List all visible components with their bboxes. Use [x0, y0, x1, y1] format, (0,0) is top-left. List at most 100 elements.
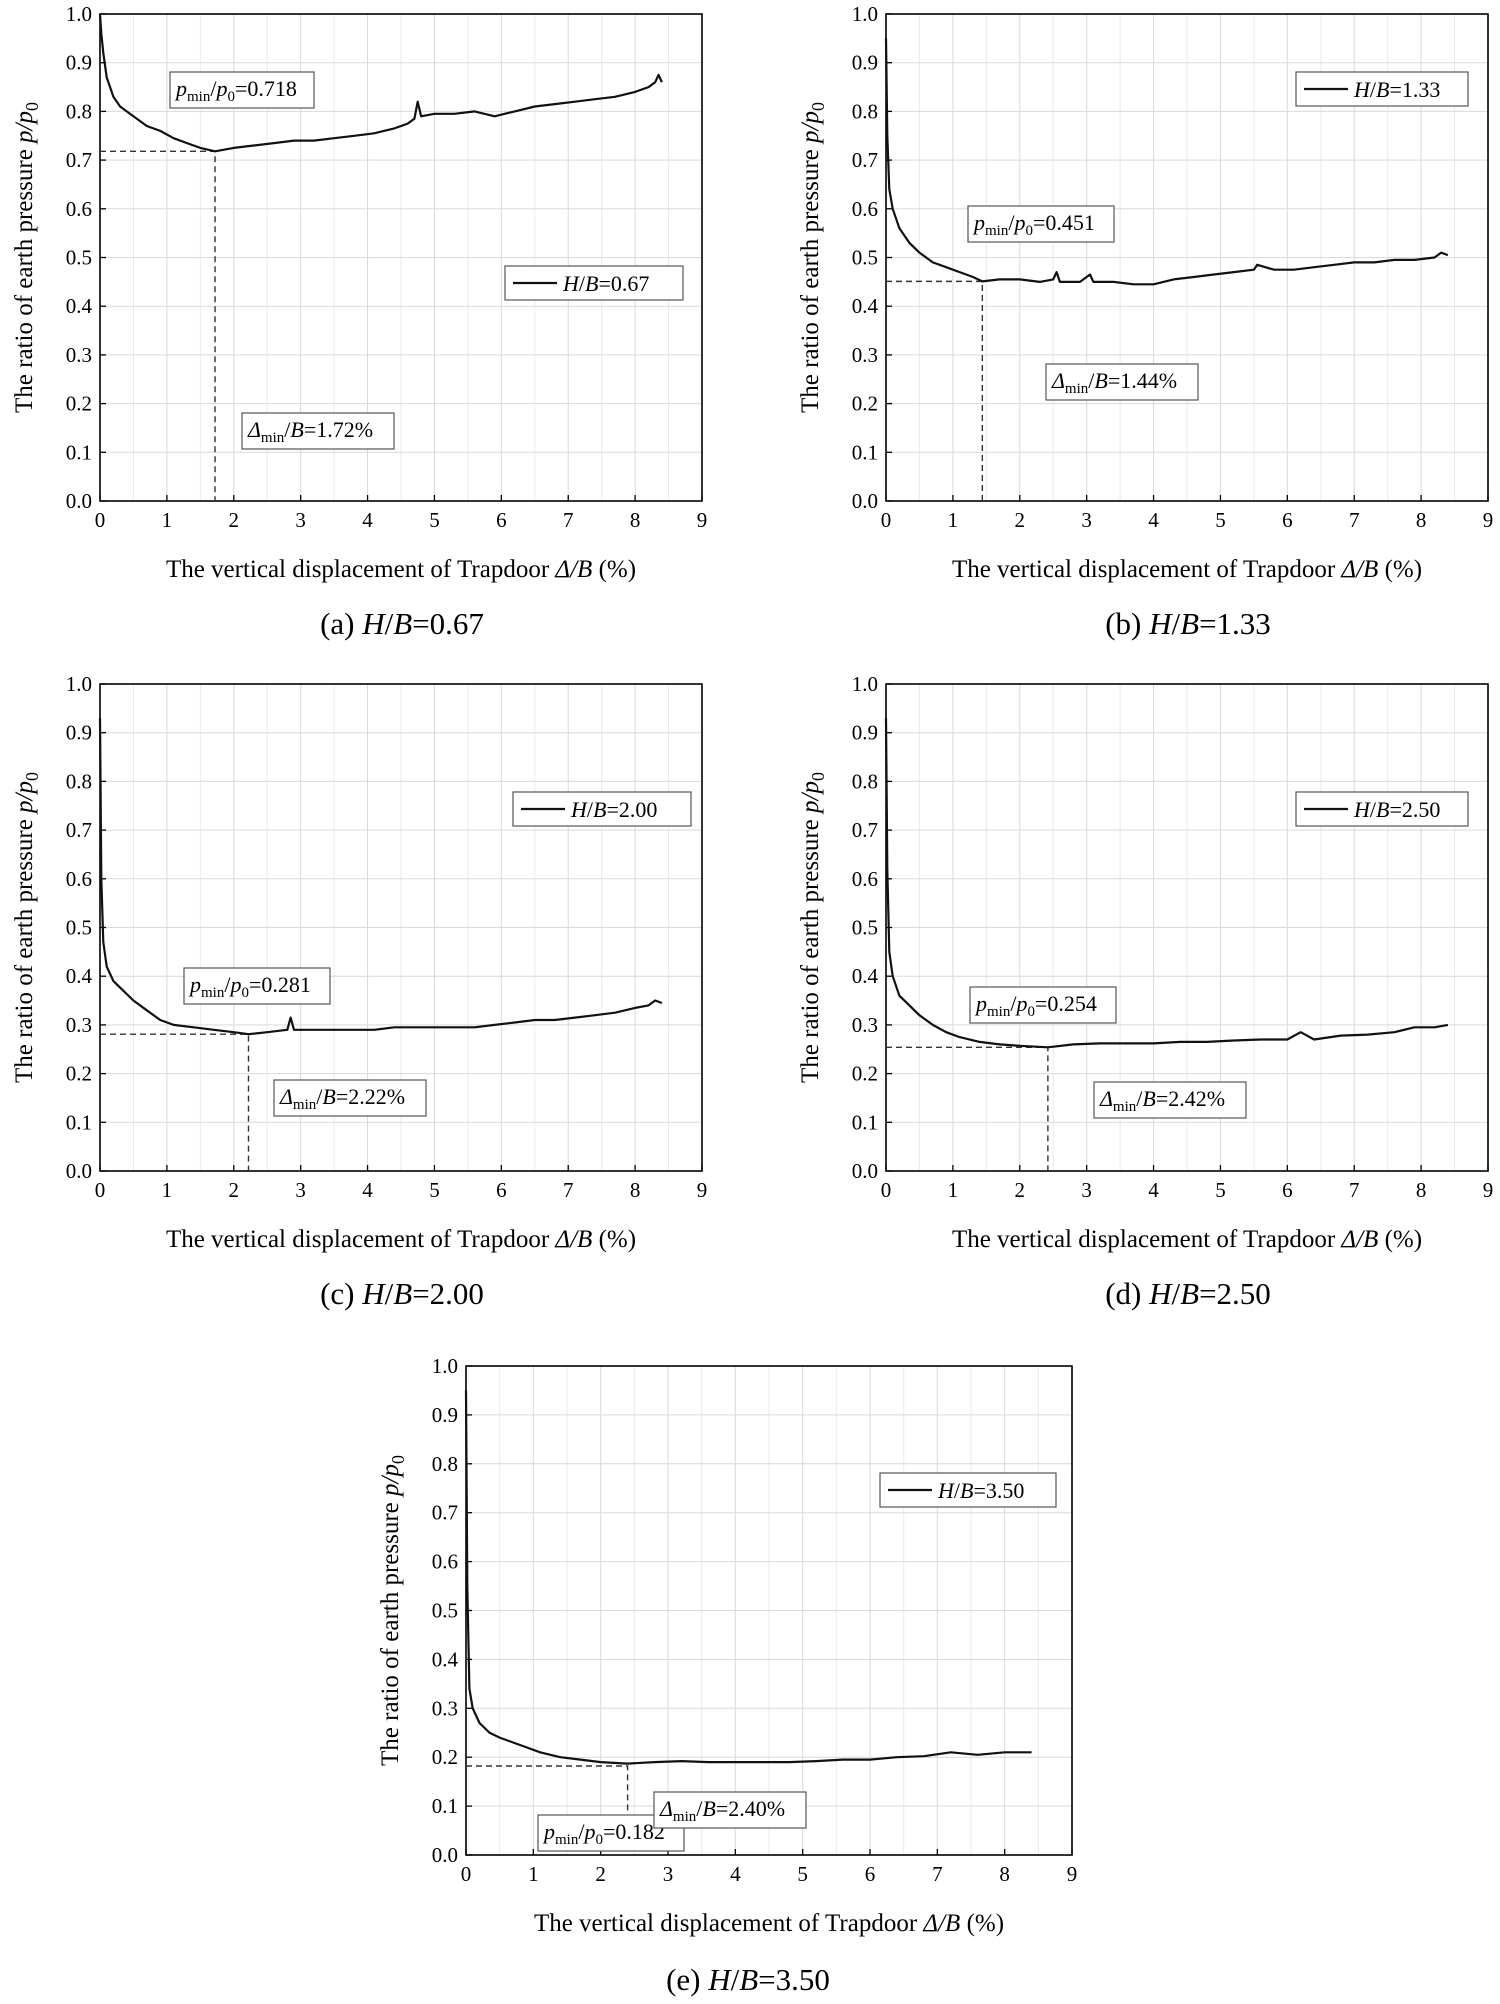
chart-panel-e: 0 1 2 3 4 5 6 7 8 9 0.0 0.1 0.2 0.3 0.4 0.5 0.6 0.7 0.8 0.9… — [377, 1354, 1077, 1997]
series-line — [98, 13, 663, 153]
y-axis-label: The ratio of earth pressure p/p0 — [377, 1455, 408, 1766]
series-line — [98, 718, 663, 1036]
y-tick-label: 0.6 — [852, 867, 878, 891]
x-tick-label: 9 — [1483, 1178, 1494, 1202]
y-tick-label: 0.0 — [66, 1159, 92, 1183]
y-tick-label: 0.4 — [852, 964, 879, 988]
y-axis-label: The ratio of earth pressure p/p0 — [797, 102, 828, 413]
y-tick-label: 0.4 — [852, 294, 879, 318]
y-tick-label: 0.7 — [66, 148, 92, 172]
y-tick-label: 1.0 — [852, 672, 878, 696]
x-tick-label: 7 — [563, 1178, 574, 1202]
x-tick-label: 3 — [663, 1862, 674, 1886]
y-tick-label: 0.9 — [852, 721, 878, 745]
x-tick-label: 5 — [1215, 508, 1226, 532]
x-tick-label: 8 — [1416, 508, 1427, 532]
y-tick-label: 0.6 — [66, 867, 92, 891]
pmin-annotation: pmin/p0=0.451 — [972, 210, 1095, 239]
y-tick-label: 0.2 — [432, 1745, 458, 1769]
x-tick-label: 3 — [1081, 508, 1092, 532]
series-line — [884, 718, 1449, 1049]
y-tick-label: 0.2 — [852, 392, 878, 416]
min-guide-line — [100, 150, 216, 501]
chart-panel-b: 0 1 2 3 4 5 6 7 8 9 0.0 0.1 0.2 0.3 0.4 0.5 0.6 0.7 0.8 0.9… — [797, 2, 1493, 641]
x-tick-label: 3 — [295, 508, 306, 532]
pmin-annotation: pmin/p0=0.254 — [974, 991, 1097, 1020]
pmin-annotation-box — [969, 986, 1117, 1024]
y-tick-label: 0.6 — [66, 197, 92, 221]
x-tick-label: 9 — [697, 508, 708, 532]
x-tick-label: 9 — [1483, 508, 1494, 532]
series-line — [884, 38, 1449, 286]
x-tick-label: 1 — [162, 1178, 173, 1202]
legend-label: H/B=2.00 — [570, 797, 657, 822]
x-tick-label: 8 — [1416, 1178, 1427, 1202]
y-axis-label: The ratio of earth pressure p/p0 — [797, 772, 828, 1083]
y-tick-label: 0.2 — [66, 1062, 92, 1086]
y-tick-label: 0.0 — [852, 1159, 878, 1183]
pmin-annotation: pmin/p0=0.718 — [174, 76, 297, 105]
dmin-annotation-box — [1045, 363, 1199, 401]
x-tick-label: 2 — [229, 508, 240, 532]
y-tick-label: 0.7 — [66, 818, 92, 842]
y-tick-label: 0.5 — [66, 246, 92, 270]
y-tick-label: 0.3 — [66, 343, 92, 367]
x-axis-label: The vertical displacement of Trapdoor Δ/… — [166, 556, 636, 583]
y-tick-label: 0.6 — [852, 197, 878, 221]
x-tick-label: 6 — [1282, 508, 1293, 532]
x-tick-label: 4 — [362, 508, 373, 532]
y-tick-label: 0.0 — [852, 489, 878, 513]
x-tick-label: 7 — [1349, 1178, 1360, 1202]
min-guide-line — [886, 1046, 1049, 1171]
x-tick-label: 1 — [948, 508, 959, 532]
dmin-annotation-box — [1093, 1081, 1247, 1119]
panel-caption: (d) H/B=2.50 — [1105, 1276, 1271, 1311]
legend-label: H/B=1.33 — [1353, 77, 1440, 102]
y-tick-label: 0.1 — [852, 1110, 878, 1134]
y-tick-label: 0.4 — [66, 294, 93, 318]
x-tick-label: 0 — [881, 508, 892, 532]
y-tick-label: 1.0 — [432, 1354, 458, 1378]
x-tick-label: 5 — [429, 508, 440, 532]
y-tick-label: 0.5 — [852, 246, 878, 270]
y-tick-label: 0.5 — [852, 916, 878, 940]
y-tick-label: 0.9 — [432, 1403, 458, 1427]
x-axis-label: The vertical displacement of Trapdoor Δ/… — [534, 1910, 1004, 1937]
x-tick-label: 7 — [563, 508, 574, 532]
x-tick-label: 7 — [1349, 508, 1360, 532]
x-tick-label: 9 — [697, 1178, 708, 1202]
x-tick-label: 6 — [1282, 1178, 1293, 1202]
pmin-annotation: pmin/p0=0.182 — [542, 1819, 665, 1848]
y-tick-label: 0.8 — [852, 99, 878, 123]
plot-frame — [99, 683, 703, 1172]
y-tick-label: 0.6 — [432, 1550, 458, 1574]
x-tick-label: 4 — [1148, 508, 1159, 532]
x-tick-label: 9 — [1067, 1862, 1078, 1886]
plot-frame — [99, 13, 703, 502]
x-tick-label: 4 — [730, 1862, 741, 1886]
y-tick-label: 0.9 — [66, 51, 92, 75]
pmin-annotation-box — [967, 205, 1115, 243]
pmin-annotation: pmin/p0=0.281 — [188, 972, 311, 1001]
dmin-annotation: Δmin/B=2.42% — [1099, 1086, 1225, 1115]
x-tick-label: 6 — [496, 508, 507, 532]
x-tick-label: 3 — [1081, 1178, 1092, 1202]
y-axis-label: The ratio of earth pressure p/p0 — [11, 102, 42, 413]
y-tick-label: 0.9 — [852, 51, 878, 75]
x-tick-label: 6 — [865, 1862, 876, 1886]
y-tick-label: 0.4 — [66, 964, 93, 988]
panel-caption: (b) H/B=1.33 — [1105, 606, 1271, 641]
panel-caption: (c) H/B=2.00 — [320, 1276, 484, 1311]
y-tick-label: 0.7 — [852, 148, 878, 172]
legend-label: H/B=0.67 — [562, 271, 649, 296]
legend-label: H/B=2.50 — [1353, 797, 1440, 822]
x-tick-label: 0 — [95, 1178, 106, 1202]
x-tick-label: 5 — [1215, 1178, 1226, 1202]
y-tick-label: 0.7 — [852, 818, 878, 842]
x-tick-label: 8 — [630, 1178, 641, 1202]
plot-frame — [885, 683, 1489, 1172]
x-tick-label: 5 — [797, 1862, 808, 1886]
y-tick-label: 0.3 — [432, 1696, 458, 1720]
plot-frame — [885, 13, 1489, 502]
